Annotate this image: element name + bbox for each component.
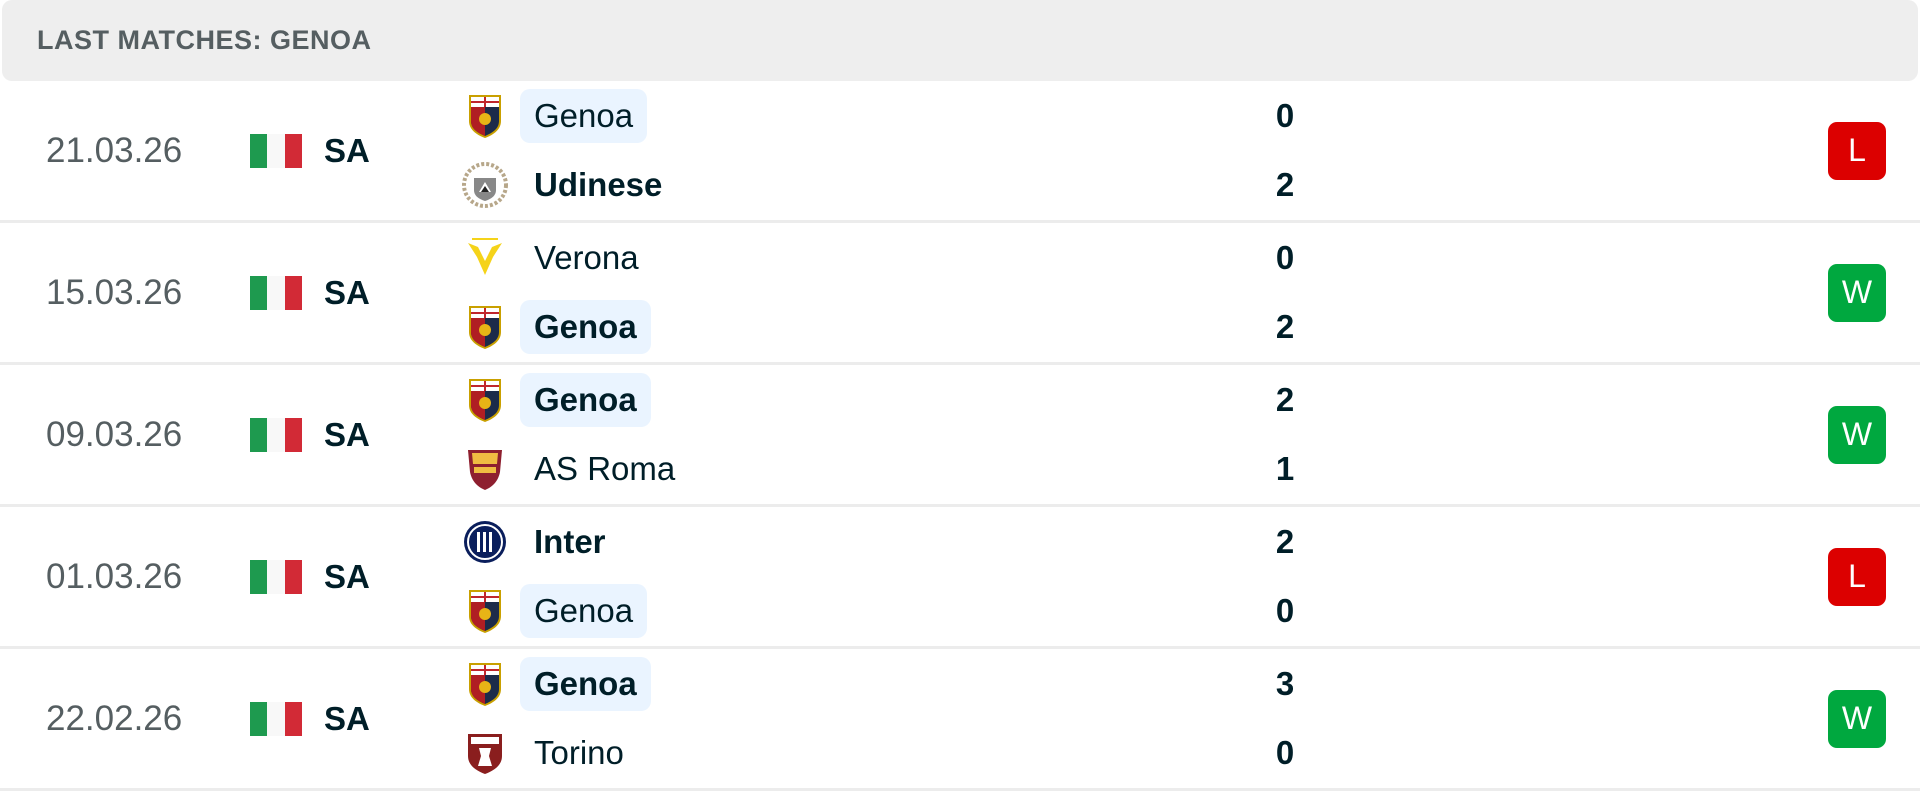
team-name[interactable]: Genoa — [520, 373, 651, 427]
home-score: 2 — [1275, 523, 1295, 560]
match-row[interactable]: 09.03.26 SA Genoa AS Roma 2 1 W — [0, 365, 1920, 507]
result-badge: W — [1828, 263, 1886, 322]
udinese-crest-icon — [462, 162, 508, 208]
section-title: LAST MATCHES: GENOA — [37, 25, 372, 55]
away-score: 0 — [1275, 592, 1295, 629]
team-home[interactable]: Inter — [462, 515, 620, 569]
away-score: 0 — [1275, 734, 1295, 771]
team-away[interactable]: Genoa — [462, 300, 651, 354]
italy-flag-icon — [250, 701, 302, 736]
result-badge: W — [1828, 689, 1886, 748]
team-home[interactable]: Genoa — [462, 657, 651, 711]
home-score: 3 — [1275, 665, 1295, 702]
team-name[interactable]: Genoa — [520, 584, 648, 638]
home-score: 0 — [1275, 97, 1295, 134]
italy-flag-icon — [250, 559, 302, 594]
team-away[interactable]: Genoa — [462, 584, 648, 638]
genoa-crest-icon — [462, 377, 508, 423]
team-away[interactable]: Udinese — [462, 158, 676, 212]
team-name[interactable]: Genoa — [520, 657, 651, 711]
team-home[interactable]: Genoa — [462, 373, 651, 427]
team-home[interactable]: Verona — [462, 231, 653, 285]
torino-crest-icon — [462, 730, 508, 776]
match-row[interactable]: 22.02.26 SA Genoa Torino 3 0 W — [0, 649, 1920, 791]
italy-flag-icon — [250, 133, 302, 168]
team-name[interactable]: Udinese — [534, 166, 663, 203]
roma-crest-icon — [462, 446, 508, 492]
result-badge: L — [1828, 121, 1886, 180]
league-code[interactable]: SA — [324, 699, 370, 737]
inter-crest-icon — [462, 519, 508, 565]
italy-flag-icon — [250, 275, 302, 310]
league-code[interactable]: SA — [324, 273, 370, 311]
genoa-crest-icon — [462, 588, 508, 634]
match-row[interactable]: 21.03.26 SA Genoa Udinese 0 2 L — [0, 81, 1920, 223]
result-badge: L — [1828, 547, 1886, 606]
away-score: 2 — [1275, 308, 1295, 345]
league-code[interactable]: SA — [324, 131, 370, 169]
away-score: 1 — [1275, 450, 1295, 487]
home-score: 0 — [1275, 239, 1295, 276]
match-date: 15.03.26 — [46, 272, 183, 312]
section-header: LAST MATCHES: GENOA — [2, 0, 1918, 81]
genoa-crest-icon — [462, 304, 508, 350]
league-code[interactable]: SA — [324, 557, 370, 595]
team-home[interactable]: Genoa — [462, 89, 648, 143]
home-score: 2 — [1275, 381, 1295, 418]
match-date: 01.03.26 — [46, 556, 183, 596]
result-badge: W — [1828, 405, 1886, 464]
away-score: 2 — [1275, 166, 1295, 203]
match-row[interactable]: 01.03.26 SA Inter Genoa 2 0 L — [0, 507, 1920, 649]
italy-flag-icon — [250, 417, 302, 452]
match-date: 22.02.26 — [46, 698, 183, 738]
match-row[interactable]: 15.03.26 SA Verona Genoa 0 2 W — [0, 223, 1920, 365]
team-name[interactable]: Genoa — [520, 89, 648, 143]
team-name[interactable]: Verona — [534, 239, 639, 276]
team-away[interactable]: Torino — [462, 726, 638, 780]
genoa-crest-icon — [462, 93, 508, 139]
team-name[interactable]: Torino — [534, 734, 624, 771]
team-away[interactable]: AS Roma — [462, 442, 689, 496]
match-date: 09.03.26 — [46, 414, 183, 454]
team-name[interactable]: Genoa — [520, 300, 651, 354]
match-date: 21.03.26 — [46, 130, 183, 170]
verona-crest-icon — [462, 235, 508, 281]
team-name[interactable]: AS Roma — [534, 450, 676, 487]
match-list: 21.03.26 SA Genoa Udinese 0 2 L 15.03.26 … — [0, 81, 1920, 791]
team-name[interactable]: Inter — [534, 523, 606, 560]
genoa-crest-icon — [462, 661, 508, 707]
league-code[interactable]: SA — [324, 415, 370, 453]
